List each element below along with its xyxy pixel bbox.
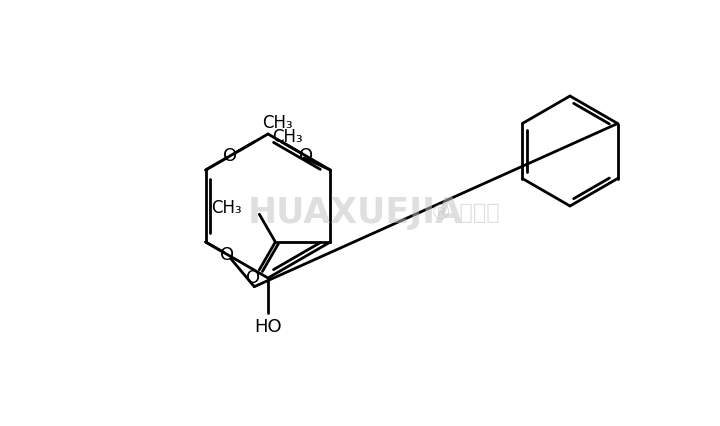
Text: O: O [299,147,313,165]
Text: HO: HO [254,318,282,336]
Text: CH₃: CH₃ [262,113,293,132]
Text: CH₃: CH₃ [211,199,241,217]
Text: O: O [222,147,237,165]
Text: O: O [220,245,234,264]
Text: ® 化学加: ® 化学加 [430,203,500,223]
Text: O: O [246,269,261,287]
Text: HUAXUEJIA: HUAXUEJIA [248,196,462,230]
Text: CH₃: CH₃ [272,128,303,146]
